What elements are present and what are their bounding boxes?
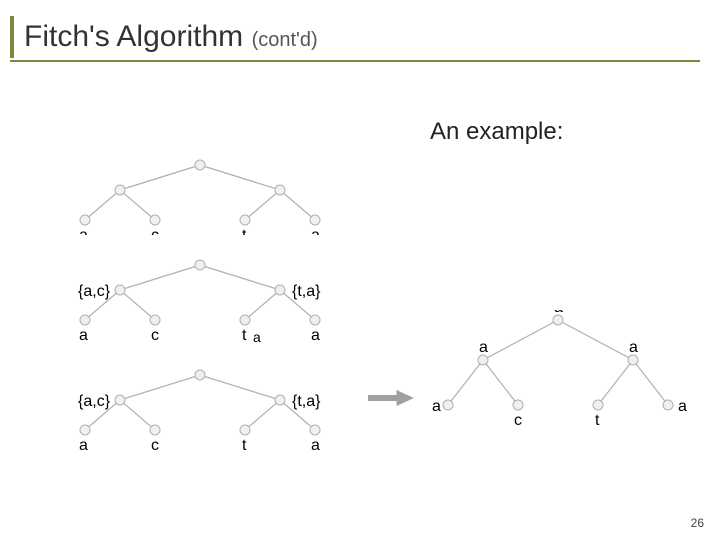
svg-text:a: a xyxy=(479,339,488,356)
title-bar: Fitch's Algorithm (cont'd) xyxy=(10,20,700,62)
page-number: 26 xyxy=(691,516,704,530)
svg-text:a: a xyxy=(311,327,320,344)
svg-text:a: a xyxy=(79,227,88,235)
svg-text:a: a xyxy=(629,339,638,356)
svg-text:a: a xyxy=(678,398,687,415)
slide-title-main: Fitch's Algorithm xyxy=(10,20,243,53)
svg-text:a: a xyxy=(554,310,563,316)
svg-text:t: t xyxy=(242,437,247,454)
svg-text:c: c xyxy=(151,437,159,454)
tree-t2: {a,c}{t,a}actaa xyxy=(50,255,350,350)
svg-text:a: a xyxy=(79,437,88,454)
svg-text:{a,c}: {a,c} xyxy=(78,393,111,410)
svg-text:t: t xyxy=(242,227,247,235)
svg-text:{t,a}: {t,a} xyxy=(292,283,321,300)
tree-t3: {a,c} {t,a} a c t a xyxy=(50,365,350,460)
svg-text:c: c xyxy=(151,227,159,235)
svg-text:{a,c}: {a,c} xyxy=(78,283,111,300)
svg-text:{t,a}: {t,a} xyxy=(292,393,321,410)
svg-text:a: a xyxy=(311,227,320,235)
svg-text:a: a xyxy=(432,398,441,415)
svg-text:t: t xyxy=(242,327,247,344)
svg-text:a: a xyxy=(79,327,88,344)
svg-text:t: t xyxy=(595,412,600,429)
svg-text:c: c xyxy=(151,327,159,344)
tree-t1: acta xyxy=(50,155,350,240)
arrow-icon xyxy=(368,388,414,413)
example-heading: An example: xyxy=(430,118,563,146)
svg-text:a: a xyxy=(311,437,320,454)
svg-text:c: c xyxy=(514,412,522,429)
svg-text:a: a xyxy=(253,329,261,345)
tree-t4: a a a a c t a xyxy=(418,310,698,445)
slide-title-sub: (cont'd) xyxy=(248,29,318,51)
